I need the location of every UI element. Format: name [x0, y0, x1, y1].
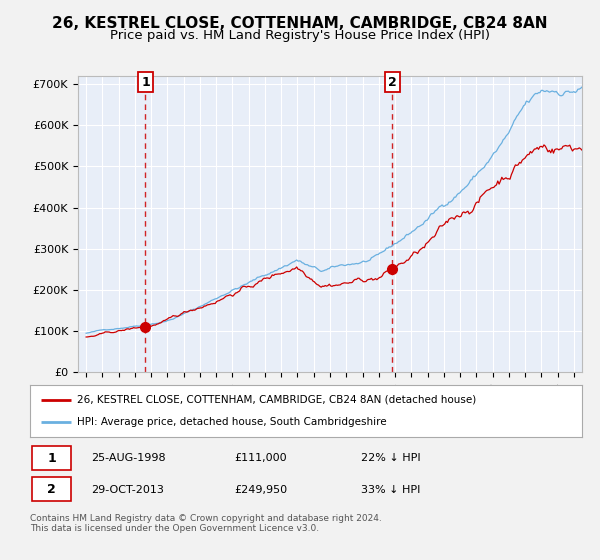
Text: £249,950: £249,950 [234, 484, 287, 494]
Text: 2: 2 [388, 76, 397, 88]
Text: 2: 2 [47, 483, 56, 496]
FancyBboxPatch shape [32, 446, 71, 469]
FancyBboxPatch shape [32, 477, 71, 501]
Text: 1: 1 [47, 452, 56, 465]
Text: 1: 1 [141, 76, 150, 88]
Text: 33% ↓ HPI: 33% ↓ HPI [361, 484, 421, 494]
Text: Price paid vs. HM Land Registry's House Price Index (HPI): Price paid vs. HM Land Registry's House … [110, 29, 490, 42]
Text: HPI: Average price, detached house, South Cambridgeshire: HPI: Average price, detached house, Sout… [77, 417, 386, 427]
Text: 29-OCT-2013: 29-OCT-2013 [91, 484, 164, 494]
Text: 26, KESTREL CLOSE, COTTENHAM, CAMBRIDGE, CB24 8AN (detached house): 26, KESTREL CLOSE, COTTENHAM, CAMBRIDGE,… [77, 395, 476, 405]
Text: Contains HM Land Registry data © Crown copyright and database right 2024.
This d: Contains HM Land Registry data © Crown c… [30, 514, 382, 534]
Text: £111,000: £111,000 [234, 453, 287, 463]
Text: 26, KESTREL CLOSE, COTTENHAM, CAMBRIDGE, CB24 8AN: 26, KESTREL CLOSE, COTTENHAM, CAMBRIDGE,… [52, 16, 548, 31]
Text: 25-AUG-1998: 25-AUG-1998 [91, 453, 166, 463]
Text: 22% ↓ HPI: 22% ↓ HPI [361, 453, 421, 463]
